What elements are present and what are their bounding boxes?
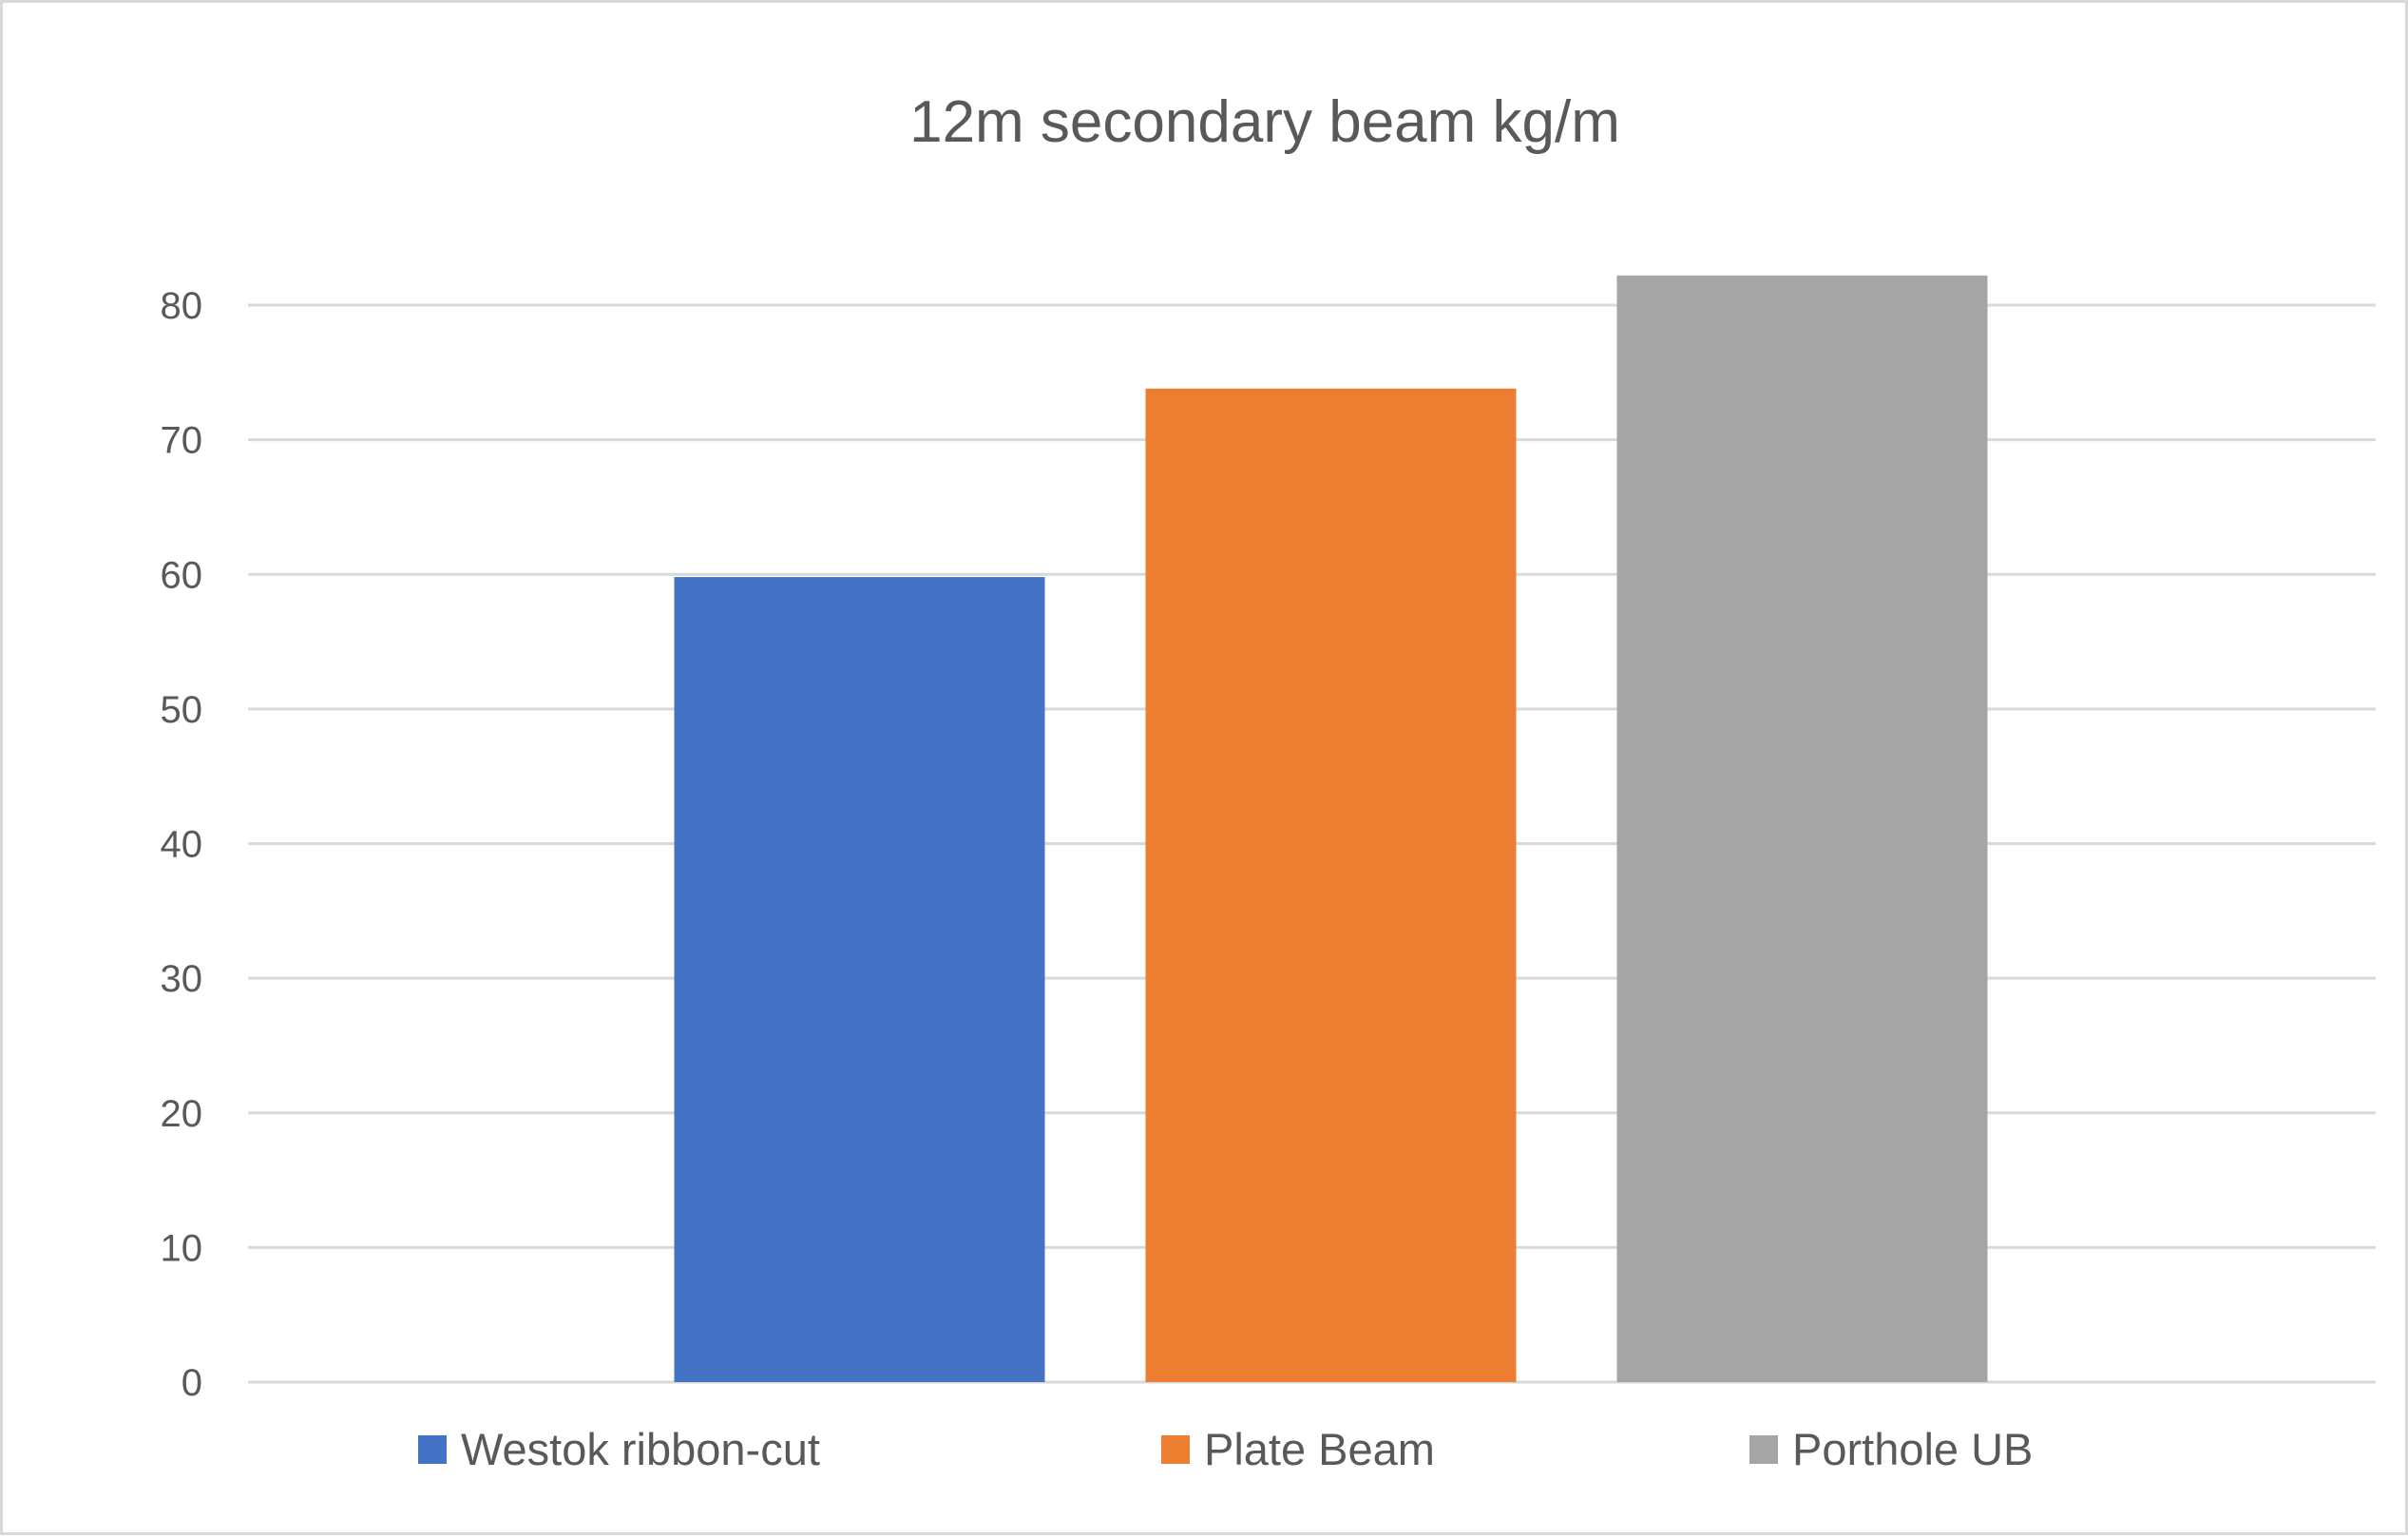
y-tick-label-0: 0 bbox=[182, 1362, 202, 1404]
y-tick-label-70: 70 bbox=[161, 420, 203, 462]
y-tick-label-20: 20 bbox=[161, 1093, 203, 1135]
legend-swatch-plate-beam bbox=[1161, 1435, 1190, 1464]
bar-porthole-ub bbox=[1616, 275, 1988, 1382]
bars bbox=[674, 275, 1988, 1382]
y-tick-label-40: 40 bbox=[161, 824, 203, 866]
y-axis-tick-labels: 0 10 20 30 40 50 60 70 80 bbox=[161, 285, 203, 1404]
legend-swatch-westok-ribbon-cut bbox=[418, 1435, 447, 1464]
bar-plate-beam bbox=[1145, 388, 1517, 1382]
y-tick-label-10: 10 bbox=[161, 1227, 203, 1269]
y-tick-label-60: 60 bbox=[161, 554, 203, 596]
bar-chart: 12m secondary beam kg/m 0 10 20 30 40 50 60 70 8… bbox=[161, 89, 2376, 1474]
legend-label-plate-beam: Plate Beam bbox=[1204, 1424, 1435, 1474]
legend-label-porthole-ub: Porthole UB bbox=[1792, 1424, 2033, 1474]
bar-westok-ribbon-cut bbox=[674, 577, 1045, 1382]
legend: Westok ribbon-cut Plate Beam Porthole UB bbox=[418, 1424, 2033, 1474]
chart-title: 12m secondary beam kg/m bbox=[909, 89, 1620, 155]
y-tick-label-80: 80 bbox=[161, 285, 203, 327]
legend-label-westok-ribbon-cut: Westok ribbon-cut bbox=[461, 1424, 820, 1474]
legend-swatch-porthole-ub bbox=[1749, 1435, 1778, 1464]
y-tick-label-30: 30 bbox=[161, 958, 203, 1000]
y-tick-label-50: 50 bbox=[161, 689, 203, 731]
